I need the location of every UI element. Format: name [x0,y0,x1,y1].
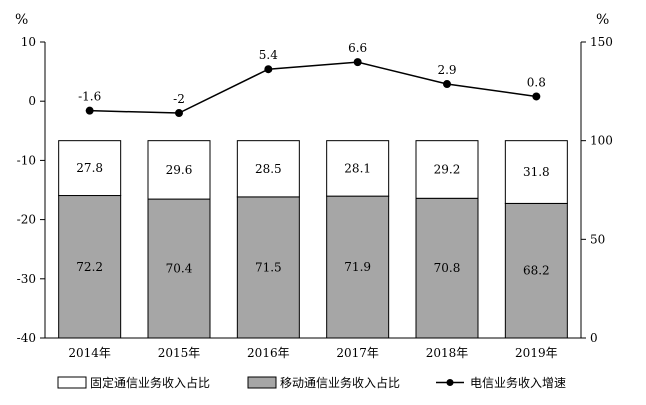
x-tick-label: 2017年 [336,346,379,360]
growth-point [264,65,273,74]
bar-fixed [147,140,211,200]
legend-swatch-marker [446,379,454,386]
x-tick-label: 2015年 [158,346,201,360]
legend-label-mobile: 移动通信业务收入占比 [280,375,400,390]
left-tick-label: 10 [21,35,36,49]
left-tick-label: -40 [17,331,36,345]
left-tick-label: -10 [17,153,36,167]
right-axis: 0 50 100 150 [580,35,613,345]
legend-label-fixed: 固定通信业务收入占比 [90,375,210,390]
bar-mobile-label: 71.5 [255,260,282,274]
growth-point-label: 5.4 [259,48,278,62]
left-axis: -40 -30 -20 -10 0 10 [17,35,46,345]
bar-mobile-label: 72.2 [76,260,103,274]
growth-point-label: -1.6 [78,90,101,104]
right-tick-label: 100 [590,134,613,148]
bar-fixed [58,140,122,197]
right-tick-label: 50 [590,232,605,246]
bar-mobile [236,196,300,339]
bar-fixed-label: 28.1 [344,161,371,175]
bar-mobile-label: 71.9 [344,260,371,274]
growth-point [353,58,362,67]
x-tick-label: 2019年 [515,346,558,360]
growth-point [443,80,451,89]
legend-swatch-fixed [57,376,87,389]
bar-mobile [415,197,479,339]
left-tick-label: -20 [17,213,36,227]
growth-point [85,106,94,115]
bar-mobile-label: 68.2 [523,264,550,278]
bar-fixed-label: 29.6 [166,163,193,177]
growth-point-label: 6.6 [348,41,367,55]
left-tick-label: 0 [28,94,36,108]
growth-line: -1.6 -2 5.4 6.6 2.9 0.8 [78,41,546,118]
x-tick-label: 2014年 [68,346,111,360]
growth-point [175,109,183,118]
left-tick-label: -30 [17,272,36,286]
growth-point-label: 2.9 [437,63,456,77]
bar-fixed-label: 28.5 [255,162,282,176]
bar-fixed-label: 27.8 [76,161,103,175]
legend-label-growth: 电信业务收入增速 [470,375,566,390]
left-unit-label: % [15,12,28,28]
growth-point-label: -2 [173,92,185,106]
bar-mobile-label: 70.8 [434,261,461,275]
bar-mobile [58,195,122,339]
growth-point [532,92,541,101]
bar-fixed-label: 29.2 [434,162,461,176]
x-axis: 2014年 2015年 2016年 2017年 2018年 2019年 [68,346,557,360]
legend: 固定通信业务收入占比 移动通信业务收入占比 电信业务收入增速 [57,375,566,390]
bar-fixed-label: 31.8 [523,165,550,179]
bar-fixed [504,140,568,204]
x-tick-label: 2016年 [247,346,290,360]
right-tick-label: 150 [590,35,613,49]
legend-swatch-mobile [247,376,277,389]
bars: 72.2 27.8 70.4 29.6 71.5 28.5 71.9 28.1 70.8 29.2… [58,140,568,339]
bar-mobile [326,195,390,339]
bar-mobile-label: 70.4 [166,262,193,276]
right-unit-label: % [596,12,609,28]
bar-mobile [147,198,211,339]
x-tick-label: 2018年 [426,346,469,360]
right-tick-label: 0 [590,331,598,345]
growth-point-label: 0.8 [527,75,546,89]
bar-fixed [326,140,390,197]
growth-polyline [89,61,537,114]
bar-fixed [236,140,300,198]
bar-fixed [415,140,479,199]
